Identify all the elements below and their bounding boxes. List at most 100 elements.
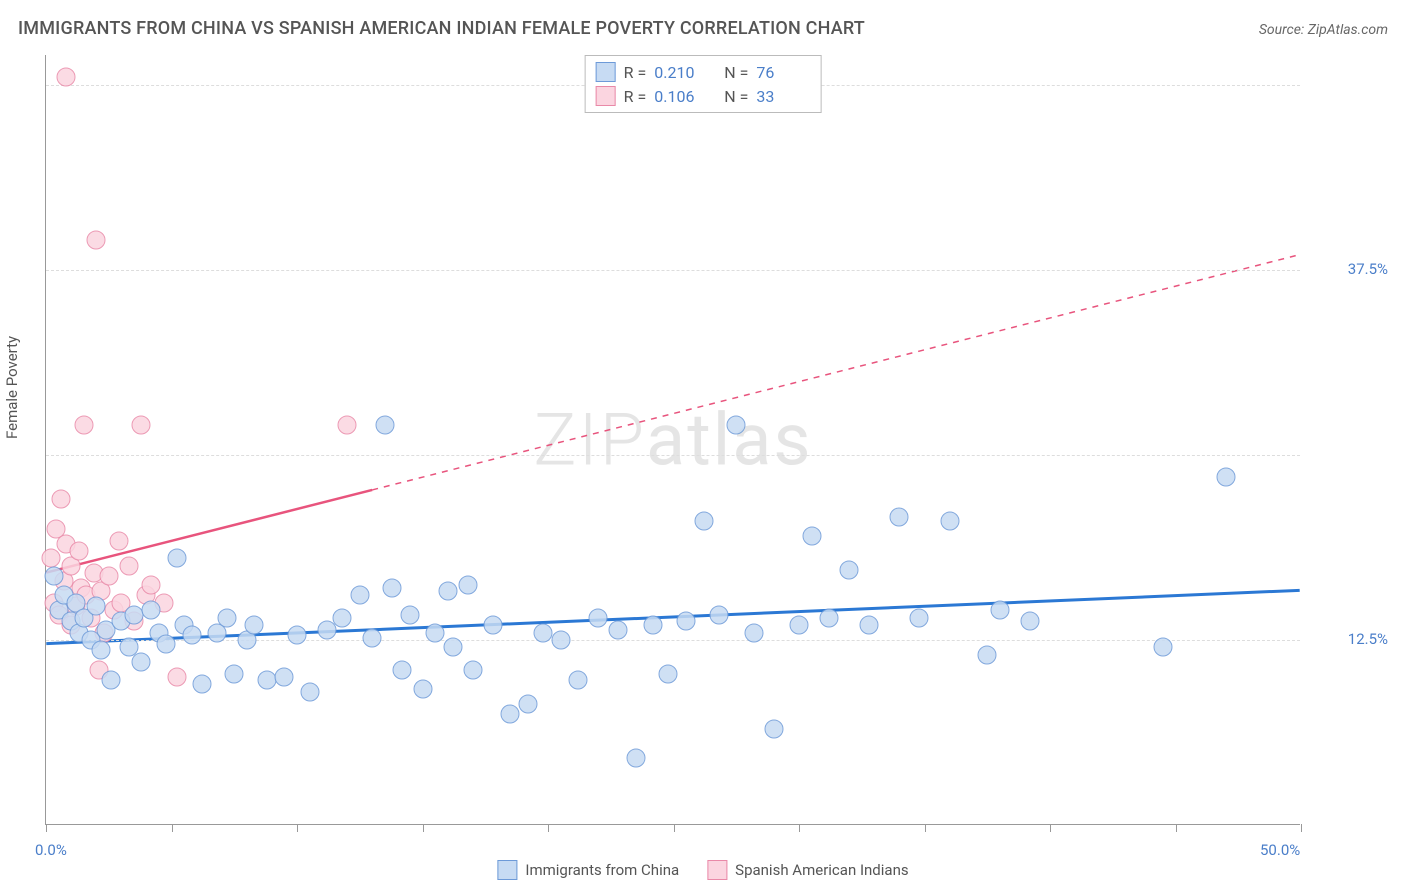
- data-point: [463, 660, 482, 679]
- data-point: [438, 582, 457, 601]
- data-point: [744, 623, 763, 642]
- x-tick: [297, 824, 298, 832]
- data-point: [940, 512, 959, 531]
- data-point: [363, 629, 382, 648]
- correlation-legend: R = 0.210 N = 76 R = 0.106 N = 33: [585, 55, 822, 113]
- data-point: [609, 620, 628, 639]
- data-point: [400, 605, 419, 624]
- data-point: [533, 623, 552, 642]
- data-point: [119, 556, 138, 575]
- x-tick: [1050, 824, 1051, 832]
- gridline: [46, 270, 1300, 271]
- data-point: [709, 605, 728, 624]
- data-point: [790, 616, 809, 635]
- data-point: [677, 611, 696, 630]
- data-point: [132, 416, 151, 435]
- data-point: [458, 576, 477, 595]
- data-point: [87, 231, 106, 250]
- swatch-series-2: [596, 86, 616, 106]
- data-point: [92, 641, 111, 660]
- data-point: [393, 660, 412, 679]
- data-point: [1020, 611, 1039, 630]
- data-point: [1153, 638, 1172, 657]
- data-point: [764, 719, 783, 738]
- data-point: [910, 608, 929, 627]
- swatch-legend-1: [497, 860, 517, 880]
- data-point: [42, 549, 61, 568]
- data-point: [87, 596, 106, 615]
- swatch-legend-2: [707, 860, 727, 880]
- data-point: [443, 638, 462, 657]
- data-point: [257, 670, 276, 689]
- data-point: [569, 670, 588, 689]
- data-point: [990, 601, 1009, 620]
- data-point: [288, 626, 307, 645]
- data-point: [860, 616, 879, 635]
- data-point: [589, 608, 608, 627]
- series-legend: Immigrants from China Spanish American I…: [497, 860, 908, 880]
- y-tick-label: 12.5%: [1308, 630, 1388, 648]
- data-point: [501, 704, 520, 723]
- data-point: [300, 682, 319, 701]
- data-point: [426, 623, 445, 642]
- chart-container: IMMIGRANTS FROM CHINA VS SPANISH AMERICA…: [0, 0, 1406, 892]
- data-point: [350, 586, 369, 605]
- plot-area: ZIPatlas: [45, 55, 1300, 825]
- x-tick-label: 0.0%: [35, 841, 67, 859]
- x-tick: [548, 824, 549, 832]
- trend-lines: [46, 55, 1300, 824]
- y-axis-label: Female Poverty: [3, 336, 21, 439]
- data-point: [142, 576, 161, 595]
- legend-item-1: Immigrants from China: [497, 860, 679, 880]
- x-tick: [46, 824, 47, 832]
- gridline: [46, 455, 1300, 456]
- legend-row-series-1: R = 0.210 N = 76: [596, 60, 811, 84]
- data-point: [727, 416, 746, 435]
- data-point: [978, 645, 997, 664]
- data-point: [69, 542, 88, 561]
- chart-title: IMMIGRANTS FROM CHINA VS SPANISH AMERICA…: [18, 18, 865, 39]
- data-point: [626, 749, 645, 768]
- data-point: [142, 601, 161, 620]
- data-point: [694, 512, 713, 531]
- data-point: [483, 616, 502, 635]
- data-point: [192, 675, 211, 694]
- data-point: [275, 667, 294, 686]
- data-point: [840, 561, 859, 580]
- watermark: ZIPatlas: [533, 397, 812, 482]
- data-point: [644, 616, 663, 635]
- data-point: [375, 416, 394, 435]
- data-point: [182, 626, 201, 645]
- data-point: [225, 664, 244, 683]
- source-label: Source: ZipAtlas.com: [1259, 22, 1388, 38]
- data-point: [44, 567, 63, 586]
- data-point: [890, 508, 909, 527]
- data-point: [338, 416, 357, 435]
- data-point: [333, 608, 352, 627]
- data-point: [820, 608, 839, 627]
- data-point: [659, 664, 678, 683]
- data-point: [413, 679, 432, 698]
- data-point: [551, 630, 570, 649]
- data-point: [167, 549, 186, 568]
- x-tick: [925, 824, 926, 832]
- data-point: [57, 68, 76, 87]
- legend-item-2: Spanish American Indians: [707, 860, 908, 880]
- data-point: [74, 416, 93, 435]
- data-point: [99, 567, 118, 586]
- x-tick: [1176, 824, 1177, 832]
- data-point: [157, 635, 176, 654]
- data-point: [245, 616, 264, 635]
- swatch-series-1: [596, 62, 616, 82]
- x-tick: [799, 824, 800, 832]
- x-tick-label: 50.0%: [1260, 841, 1300, 859]
- gridline: [46, 640, 1300, 641]
- x-tick: [172, 824, 173, 832]
- data-point: [167, 667, 186, 686]
- data-point: [102, 670, 121, 689]
- data-point: [52, 490, 71, 509]
- data-point: [383, 579, 402, 598]
- data-point: [1216, 468, 1235, 487]
- data-point: [132, 653, 151, 672]
- legend-row-series-2: R = 0.106 N = 33: [596, 84, 811, 108]
